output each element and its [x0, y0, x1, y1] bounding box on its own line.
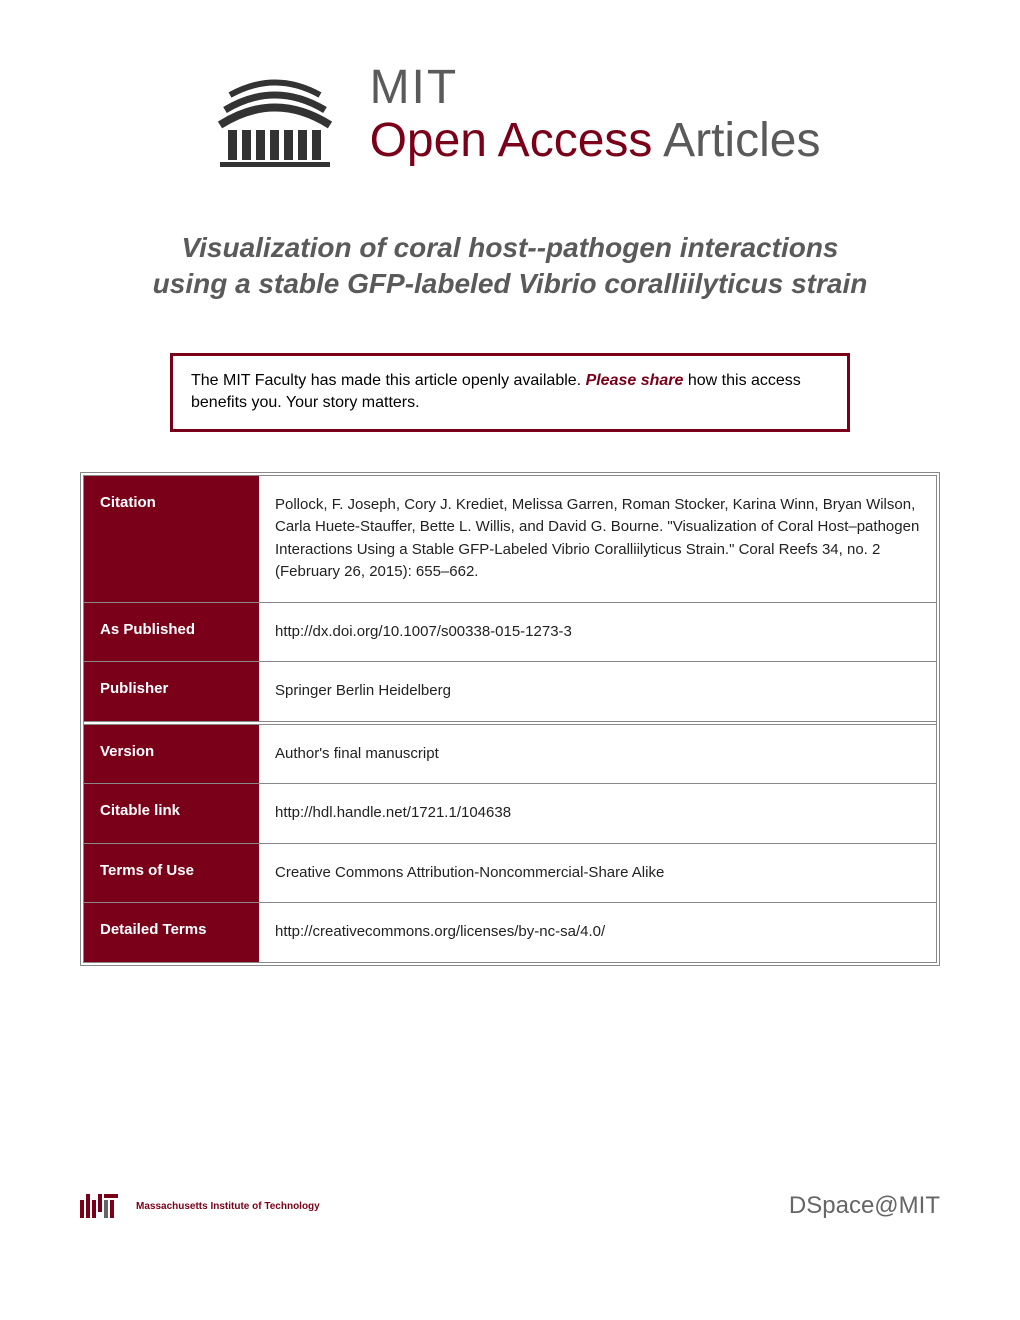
notice-box: The MIT Faculty has made this article op…: [170, 353, 850, 432]
mit-footer-logo: Massachusetts Institute of Technology: [80, 1194, 320, 1218]
version-row: Version Author's final manuscript: [84, 725, 936, 785]
publisher-label: Publisher: [84, 662, 259, 721]
open-access-label: Open Access: [370, 114, 653, 167]
institution-name: Massachusetts Institute of Technology: [136, 1201, 320, 1212]
footer: Massachusetts Institute of Technology DS…: [80, 1192, 940, 1220]
as-published-row: As Published http://dx.doi.org/10.1007/s…: [84, 603, 936, 663]
terms-label: Terms of Use: [84, 844, 259, 903]
dome-icon: [200, 60, 350, 170]
dspace-label: DSpace@MIT: [789, 1192, 940, 1220]
as-published-label: As Published: [84, 603, 259, 662]
please-share-link[interactable]: Please share: [586, 372, 684, 389]
citable-link-value[interactable]: http://hdl.handle.net/1721.1/104638: [259, 784, 936, 843]
articles-label: Articles: [652, 114, 820, 167]
detailed-terms-label: Detailed Terms: [84, 903, 259, 962]
citable-link-label: Citable link: [84, 784, 259, 843]
terms-value: Creative Commons Attribution-Noncommerci…: [259, 844, 936, 903]
title-line-1: Visualization of coral host--pathogen in…: [181, 232, 838, 263]
title-line-2: using a stable GFP-labeled Vibrio corall…: [153, 268, 868, 299]
version-label: Version: [84, 725, 259, 784]
terms-row: Terms of Use Creative Commons Attributio…: [84, 844, 936, 904]
version-value: Author's final manuscript: [259, 725, 936, 784]
detailed-terms-row: Detailed Terms http://creativecommons.or…: [84, 903, 936, 962]
mit-label: MIT: [370, 62, 821, 115]
open-access-line: Open Access Articles: [370, 115, 821, 168]
notice-prefix: The MIT Faculty has made this article op…: [191, 372, 586, 389]
article-title: Visualization of coral host--pathogen in…: [80, 230, 940, 303]
mit-bars-icon: [80, 1194, 126, 1218]
as-published-value[interactable]: http://dx.doi.org/10.1007/s00338-015-127…: [259, 603, 936, 662]
citation-row: Citation Pollock, F. Joseph, Cory J. Kre…: [84, 476, 936, 603]
publisher-value: Springer Berlin Heidelberg: [259, 662, 936, 721]
header-text: MIT Open Access Articles: [370, 62, 821, 168]
header-logo: MIT Open Access Articles: [80, 60, 940, 170]
publisher-row: Publisher Springer Berlin Heidelberg: [84, 662, 936, 725]
metadata-table: Citation Pollock, F. Joseph, Cory J. Kre…: [80, 472, 940, 966]
citable-link-row: Citable link http://hdl.handle.net/1721.…: [84, 784, 936, 844]
citation-label: Citation: [84, 476, 259, 602]
citation-value: Pollock, F. Joseph, Cory J. Krediet, Mel…: [259, 476, 936, 602]
detailed-terms-value[interactable]: http://creativecommons.org/licenses/by-n…: [259, 903, 936, 962]
